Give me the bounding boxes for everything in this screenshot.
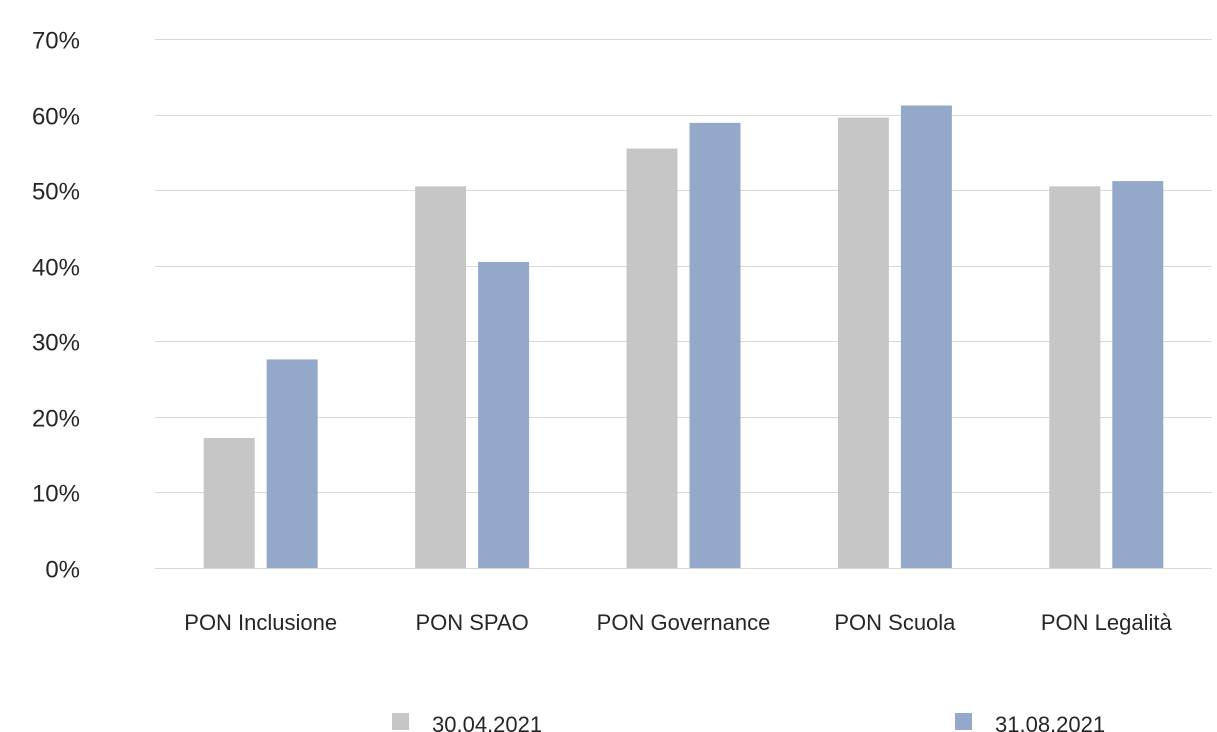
legend-label: 31.08.2021 (995, 712, 1105, 732)
bar-2-3 (689, 122, 741, 569)
legend-swatch (392, 713, 409, 730)
bar-1-3 (626, 148, 678, 569)
y-tick-label: 40% (32, 255, 80, 282)
y-tick-label: 60% (32, 104, 80, 131)
x-category-label: PON Scuola (834, 610, 956, 635)
y-tick-label: 10% (32, 481, 80, 508)
bar-1-5 (1049, 186, 1101, 568)
y-tick-label: 0% (45, 557, 80, 584)
x-category-label: PON Inclusione (184, 610, 337, 635)
y-tick-label: 50% (32, 179, 80, 206)
bar-2-5 (1112, 181, 1164, 568)
x-category-label: PON Governance (597, 610, 771, 635)
legend-label: 30.04.2021 (432, 712, 542, 732)
bar-1-2 (415, 186, 467, 568)
legend: 30.04.2021 31.08.2021 (392, 712, 1105, 732)
bar-2-2 (478, 261, 530, 568)
y-tick-label: 20% (32, 406, 80, 433)
x-axis-category-labels: PON Inclusione PON SPAO PON Governance PON … (184, 610, 1172, 635)
bar-2-1 (266, 359, 318, 568)
y-tick-label: 70% (32, 28, 80, 55)
y-tick-label: 30% (32, 330, 80, 357)
x-category-label: PON SPAO (415, 610, 528, 635)
bar-2-4 (900, 105, 952, 568)
x-category-label: PON Legalità (1041, 610, 1173, 635)
gridlines (155, 39, 1212, 569)
bar-1-4 (837, 117, 889, 568)
y-axis-tick-labels: 0% 10% 20% 30% 40% 50% 60% 70% (32, 28, 80, 584)
bars (203, 105, 1164, 569)
bar-1-1 (203, 438, 255, 568)
legend-swatch (955, 713, 972, 730)
